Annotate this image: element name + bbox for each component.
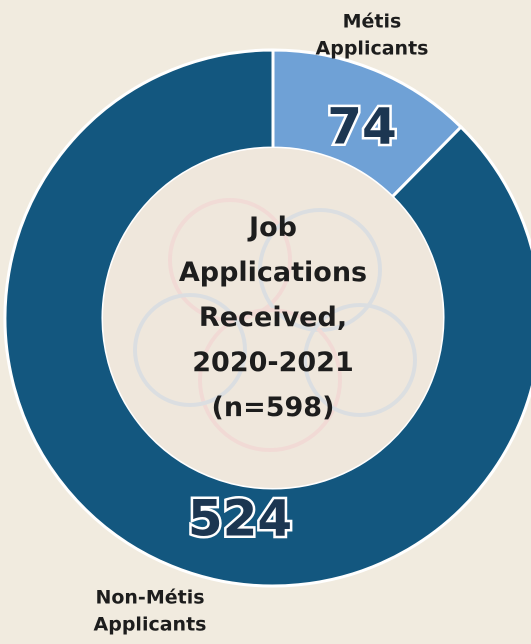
pattern <box>168 198 292 322</box>
data-label: 524 <box>188 490 292 548</box>
marks <box>3 48 531 588</box>
chart-title: Job Applications Received, 2020-2021 (n=598) <box>179 212 367 423</box>
category-label: Non-Métis Applicants <box>94 586 207 635</box>
data-label: 74 <box>327 98 397 156</box>
category-label: Métis Applicants <box>316 10 429 59</box>
pattern <box>198 308 342 452</box>
pattern <box>133 293 247 407</box>
hole-pattern <box>133 198 417 452</box>
pattern <box>303 303 417 417</box>
